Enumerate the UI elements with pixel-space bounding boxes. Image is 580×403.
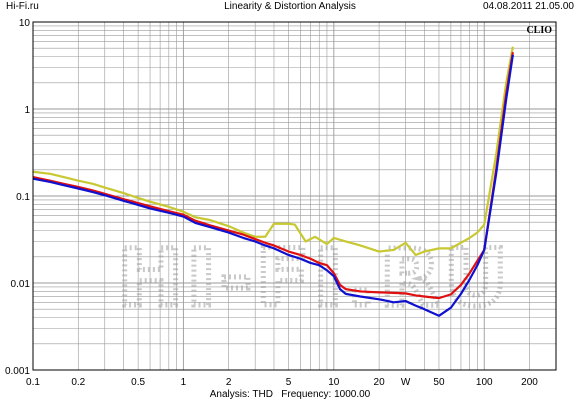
- y-tick-label: 1: [24, 105, 30, 116]
- x-tick-label: 10: [328, 377, 340, 388]
- x-tick-label: 20: [374, 377, 386, 388]
- series-line-1: [32, 46, 514, 257]
- grid: [33, 22, 556, 370]
- x-tick-label: 200: [521, 377, 538, 388]
- y-tick-label: 10: [19, 18, 31, 29]
- series-group: [32, 46, 514, 317]
- chart-title: Linearity & Distortion Analysis: [224, 1, 356, 12]
- series-line-3: [32, 54, 514, 317]
- clio-brand-label: CLIO: [526, 25, 552, 36]
- analysis-label: Analysis: THD: [209, 389, 273, 400]
- x-tick-label: 1: [181, 377, 187, 388]
- plot-frame: [32, 21, 557, 371]
- x-tick-label: 50: [433, 377, 445, 388]
- app-name: Hi-Fi.ru: [6, 1, 39, 12]
- series-line-2: [32, 51, 514, 300]
- x-tick-label: 5: [286, 377, 292, 388]
- footer: Analysis: THD Frequency: 1000.00: [0, 389, 580, 400]
- x-tick-label: W: [401, 377, 411, 388]
- timestamp: 04.08.2011 21.05.00: [482, 1, 574, 12]
- frequency-label: Frequency: 1000.00: [281, 389, 371, 400]
- x-tick-label: 2: [226, 377, 232, 388]
- x-tick-label: 100: [476, 377, 493, 388]
- y-tick-labels: 10 1 0.1 0.01 0.001: [5, 18, 30, 377]
- x-tick-label: 0.5: [131, 377, 145, 388]
- y-tick-label: 0.001: [5, 366, 30, 377]
- x-tick-labels: 0.1 0.2 0.5 1 2 5 10 20 W 50 100 200: [26, 377, 538, 388]
- x-tick-label: 0.2: [71, 377, 85, 388]
- y-tick-label: 0.1: [16, 192, 30, 203]
- y-tick-label: 0.01: [11, 279, 31, 290]
- thd-chart: HI-FI.RU CLIO 0.1 0.2 0.5 1 2 5 10 20 W 50 100 200 …: [5, 18, 557, 388]
- x-tick-label: 0.1: [26, 377, 40, 388]
